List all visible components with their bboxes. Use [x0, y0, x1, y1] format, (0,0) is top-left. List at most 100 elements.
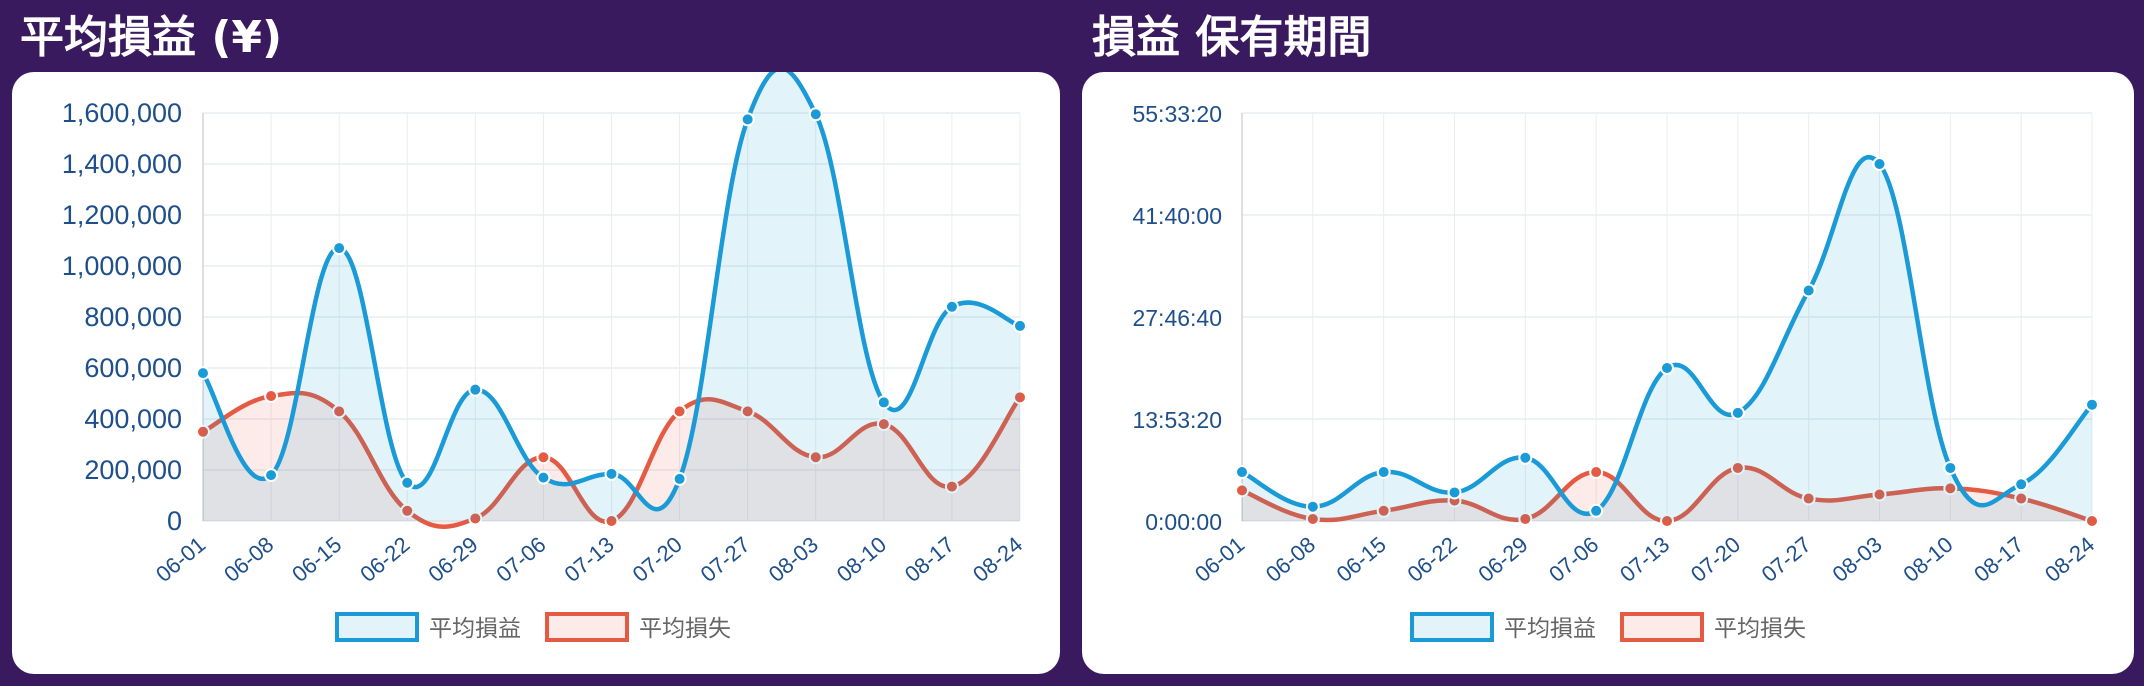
data-point[interactable] — [740, 112, 755, 127]
data-point[interactable] — [1730, 460, 1745, 475]
data-point[interactable] — [1660, 361, 1674, 375]
data-point[interactable] — [1518, 450, 1533, 465]
y-tick-label: 0:00:00 — [1145, 509, 1222, 535]
x-tick-label: 07-13 — [560, 532, 619, 587]
data-point[interactable] — [1013, 318, 1027, 333]
data-point[interactable] — [1801, 491, 1816, 506]
x-tick-label: 08-24 — [2040, 532, 2099, 587]
data-point[interactable] — [604, 466, 619, 481]
data-point[interactable] — [536, 470, 551, 485]
y-tick-label: 1,200,000 — [62, 200, 182, 230]
x-tick-label: 06-08 — [219, 532, 278, 587]
x-tick-label: 07-20 — [628, 532, 687, 587]
data-point[interactable] — [1447, 485, 1462, 500]
data-point[interactable] — [264, 468, 279, 483]
data-point[interactable] — [1943, 481, 1958, 496]
data-point[interactable] — [1518, 511, 1533, 526]
data-point[interactable] — [1376, 503, 1391, 518]
series-area — [1242, 467, 2092, 522]
data-point[interactable] — [1943, 460, 1958, 475]
y-tick-label: 1,400,000 — [62, 149, 182, 179]
series-area — [1242, 157, 2092, 521]
data-point[interactable] — [740, 404, 755, 419]
data-point[interactable] — [876, 395, 891, 410]
data-point[interactable] — [808, 450, 823, 465]
data-point[interactable] — [2014, 477, 2029, 492]
x-tick-label: 06-01 — [151, 532, 210, 587]
legend-label: 平均損益 — [429, 616, 521, 642]
data-point[interactable] — [1589, 465, 1604, 480]
x-tick-label: 07-13 — [1615, 532, 1674, 587]
legend: 平均損益 平均損失 — [335, 612, 731, 642]
data-point[interactable] — [604, 514, 619, 528]
data-point[interactable] — [1376, 465, 1391, 480]
data-point[interactable] — [876, 417, 891, 432]
data-point[interactable] — [196, 366, 210, 381]
legend-item-profit[interactable]: 平均損益 — [1410, 612, 1596, 642]
x-tick-label: 08-17 — [900, 532, 959, 587]
legend-item-loss[interactable]: 平均損失 — [545, 612, 731, 642]
legend: 平均損益 平均損失 — [1410, 612, 1806, 642]
data-point[interactable] — [1235, 465, 1249, 480]
data-point[interactable] — [2085, 514, 2099, 528]
y-tick-label: 1,000,000 — [62, 251, 182, 281]
data-point[interactable] — [2014, 491, 2029, 506]
data-point[interactable] — [1660, 514, 1674, 528]
data-point[interactable] — [400, 475, 415, 490]
data-point[interactable] — [1730, 405, 1745, 420]
chart-title-left: 平均損益 (¥) — [20, 12, 283, 63]
data-point[interactable] — [672, 471, 687, 486]
legend-label: 平均損失 — [639, 616, 731, 642]
x-tick-label: 06-15 — [1332, 532, 1391, 587]
data-point[interactable] — [944, 299, 959, 314]
y-tick-label: 13:53:20 — [1132, 407, 1222, 433]
data-point[interactable] — [536, 450, 551, 465]
y-tick-label: 1,600,000 — [62, 98, 182, 128]
series-area — [203, 393, 1020, 527]
data-point[interactable] — [2085, 397, 2099, 412]
data-point[interactable] — [1235, 483, 1249, 498]
x-tick-label: 06-15 — [287, 532, 346, 587]
data-point[interactable] — [196, 424, 210, 439]
data-point[interactable] — [332, 404, 347, 419]
data-point[interactable] — [672, 404, 687, 419]
x-tick-label: 08-17 — [1969, 532, 2028, 587]
y-tick-label: 55:33:20 — [1132, 101, 1222, 127]
chart-holding-period: 0:00:0013:53:2027:46:4041:40:0055:33:200… — [1132, 101, 2099, 642]
series-loss — [196, 389, 1027, 529]
series-profit — [196, 72, 1027, 521]
y-tick-label: 41:40:00 — [1132, 203, 1222, 229]
legend-item-profit[interactable]: 平均損益 — [335, 612, 521, 642]
data-point[interactable] — [808, 107, 823, 122]
y-tick-label: 0 — [167, 506, 182, 536]
x-tick-label: 06-29 — [1473, 532, 1532, 587]
data-point[interactable] — [1013, 390, 1027, 405]
legend-swatch — [545, 612, 629, 642]
y-tick-label: 800,000 — [84, 302, 182, 332]
data-point[interactable] — [400, 503, 415, 518]
x-tick-label: 08-03 — [764, 532, 823, 587]
x-tick-label: 06-22 — [1403, 532, 1462, 587]
data-point[interactable] — [1801, 283, 1816, 298]
x-tick-label: 07-06 — [1544, 532, 1603, 587]
data-point[interactable] — [264, 389, 279, 404]
gridlines — [202, 112, 1021, 522]
data-point[interactable] — [468, 382, 483, 397]
x-tick-label: 08-10 — [1898, 532, 1957, 587]
legend-item-loss[interactable]: 平均損失 — [1620, 612, 1806, 642]
chart-title-right: 損益 保有期間 — [1092, 12, 1372, 63]
data-point[interactable] — [1872, 157, 1887, 171]
x-tick-label: 08-24 — [968, 532, 1027, 587]
series-loss — [1235, 460, 2099, 528]
x-tick-labels: 06-01 06-08 06-15 06-22 06-29 07-06 07-13 07-20… — [151, 532, 1027, 587]
legend-swatch — [1410, 612, 1494, 642]
data-point[interactable] — [944, 479, 959, 494]
data-point[interactable] — [1872, 487, 1887, 502]
chart-average-pnl: 0 200,000 400,000 600,000 800,000 1,000,000 1,… — [62, 72, 1027, 642]
y-tick-label: 600,000 — [84, 353, 182, 383]
data-point[interactable] — [332, 241, 347, 256]
data-point[interactable] — [1305, 499, 1320, 514]
x-tick-label: 08-10 — [832, 532, 891, 587]
data-point[interactable] — [468, 511, 483, 526]
data-point[interactable] — [1589, 503, 1604, 518]
